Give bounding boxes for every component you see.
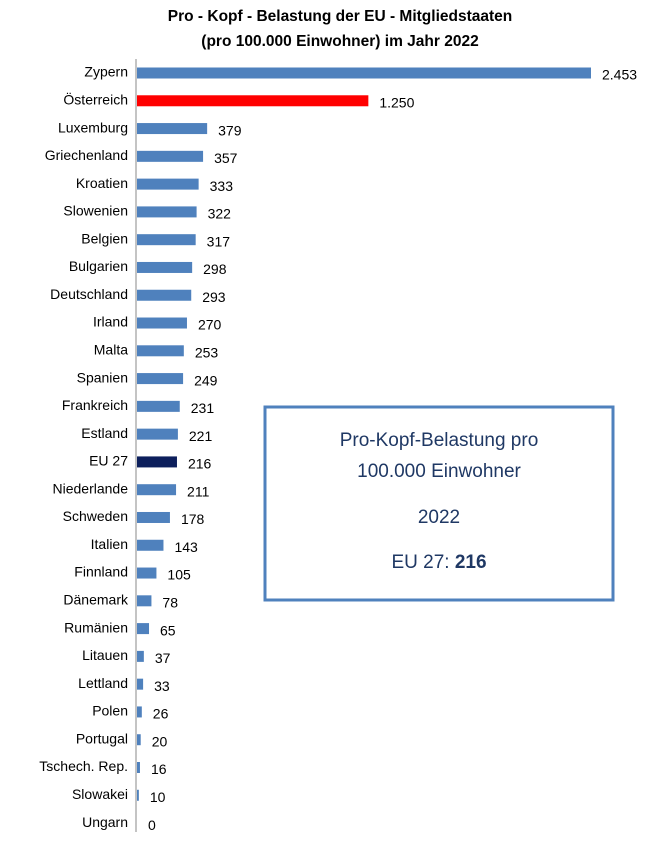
bar xyxy=(137,789,139,801)
y-tick-label: Ungarn xyxy=(82,814,128,830)
value-label: 231 xyxy=(191,400,215,416)
bar xyxy=(137,67,591,79)
y-tick-label: Österreich xyxy=(63,90,128,107)
chart-title: (pro 100.000 Einwohner) im Jahr 2022 xyxy=(201,33,478,50)
bar xyxy=(137,400,180,412)
chart-title: Pro - Kopf - Belastung der EU - Mitglied… xyxy=(168,8,512,25)
y-tick-label: Italien xyxy=(91,536,128,552)
value-label: 33 xyxy=(154,678,170,694)
y-tick-label: Rumänien xyxy=(64,619,128,635)
value-label: 357 xyxy=(214,150,238,166)
bar xyxy=(137,150,204,162)
bar xyxy=(137,539,164,551)
y-tick-label: Schweden xyxy=(63,508,128,524)
value-label: 270 xyxy=(198,317,222,333)
value-label: 317 xyxy=(207,233,231,249)
bar xyxy=(137,317,187,329)
y-tick-label: Tschech. Rep. xyxy=(39,758,128,774)
value-label: 178 xyxy=(181,511,205,527)
value-label: 293 xyxy=(202,289,226,305)
value-label: 211 xyxy=(187,483,210,499)
y-tick-label: Irland xyxy=(93,314,128,330)
bar xyxy=(137,123,208,135)
y-tick-label: Griechenland xyxy=(45,147,128,163)
y-tick-label: Portugal xyxy=(76,730,128,746)
value-label: 216 xyxy=(188,456,212,472)
bar xyxy=(137,567,157,579)
annotation-value: 216 xyxy=(455,552,487,573)
annotation-text: Pro-Kopf-Belastung pro xyxy=(340,430,539,451)
bar xyxy=(137,511,170,523)
bar xyxy=(137,734,141,746)
bar xyxy=(137,623,150,635)
bar xyxy=(137,373,184,385)
y-tick-label: Niederlande xyxy=(53,480,129,496)
y-tick-label: Polen xyxy=(92,703,128,719)
y-tick-label: Bulgarien xyxy=(69,258,128,274)
y-tick-label: Frankreich xyxy=(62,397,128,413)
bar xyxy=(137,706,142,718)
annotation-text: 100.000 Einwohner xyxy=(357,461,521,482)
value-label: 298 xyxy=(203,261,227,277)
value-label: 2.453 xyxy=(602,67,637,83)
y-tick-label: EU 27 xyxy=(89,453,128,469)
y-tick-label: Lettland xyxy=(78,675,128,691)
bar xyxy=(137,345,184,357)
y-tick-label: Kroatien xyxy=(76,175,128,191)
value-label: 249 xyxy=(194,372,218,388)
annotation-text: 2022 xyxy=(418,507,460,528)
y-tick-label: Slowenien xyxy=(63,203,128,219)
value-label: 322 xyxy=(208,206,232,222)
y-tick-label: Estland xyxy=(81,425,128,441)
y-tick-label: Finnland xyxy=(74,564,128,580)
bar xyxy=(137,456,177,468)
value-label: 0 xyxy=(148,817,156,833)
value-label: 65 xyxy=(160,622,176,638)
value-label: 10 xyxy=(150,789,166,805)
y-tick-label: Malta xyxy=(94,342,128,358)
bar xyxy=(137,484,177,496)
value-label: 26 xyxy=(153,706,169,722)
bar xyxy=(137,178,199,190)
value-label: 253 xyxy=(195,345,219,361)
value-label: 143 xyxy=(174,539,198,555)
bar xyxy=(137,261,193,273)
y-tick-label: Luxemburg xyxy=(58,119,128,135)
value-label: 20 xyxy=(152,733,168,749)
y-tick-label: Dänemark xyxy=(63,592,129,608)
y-tick-label: Spanien xyxy=(77,369,128,385)
y-tick-label: Slowakei xyxy=(72,786,128,802)
bar xyxy=(137,95,369,107)
value-label: 16 xyxy=(151,761,167,777)
value-label: 37 xyxy=(155,650,171,666)
bar xyxy=(137,234,196,246)
bar xyxy=(137,206,197,218)
bar xyxy=(137,289,192,301)
bar xyxy=(137,762,140,773)
y-tick-label: Zypern xyxy=(84,64,128,80)
value-label: 105 xyxy=(167,567,191,583)
y-tick-label: Litauen xyxy=(82,647,128,663)
bar xyxy=(137,678,144,690)
value-label: 333 xyxy=(210,178,234,194)
bar xyxy=(137,595,152,607)
value-label: 379 xyxy=(218,122,242,138)
annotation-text: EU 27: 216 xyxy=(391,552,486,573)
bar xyxy=(137,650,144,662)
value-label: 78 xyxy=(162,595,178,611)
value-label: 221 xyxy=(189,428,213,444)
bar xyxy=(137,428,178,440)
y-tick-label: Belgien xyxy=(81,230,128,246)
annotation-label: EU 27: xyxy=(391,552,449,573)
annotation-box xyxy=(263,405,615,602)
y-tick-label: Deutschland xyxy=(50,286,128,302)
value-label: 1.250 xyxy=(379,94,414,110)
